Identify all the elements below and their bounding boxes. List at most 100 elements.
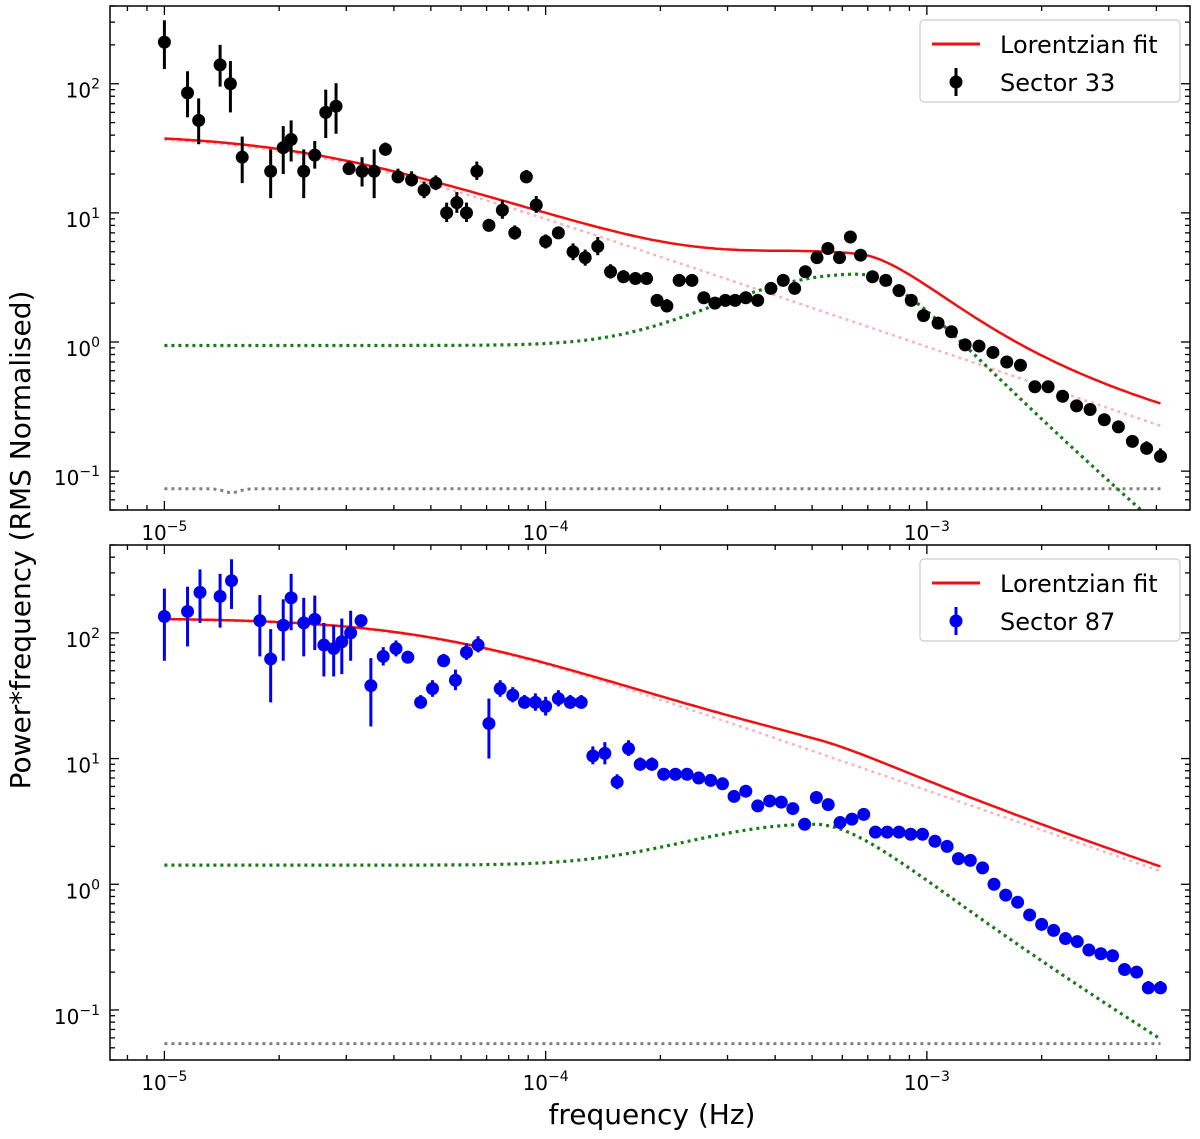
data-point xyxy=(506,688,520,702)
data-point xyxy=(574,695,588,709)
data-point xyxy=(192,113,206,127)
data-point xyxy=(598,746,612,760)
data-point xyxy=(1011,895,1025,909)
x-axis-title: frequency (Hz) xyxy=(549,1098,756,1131)
data-point xyxy=(528,695,542,709)
data-point xyxy=(471,638,485,652)
data-point xyxy=(376,649,390,663)
data-point xyxy=(448,673,462,687)
data-point xyxy=(776,273,790,287)
data-point xyxy=(276,141,290,155)
x-tick-label: 10−4 xyxy=(523,1069,569,1095)
data-point xyxy=(944,325,958,339)
data-point xyxy=(640,272,654,286)
data-point xyxy=(843,230,857,244)
data-point xyxy=(440,206,454,220)
data-point xyxy=(335,635,349,649)
data-point xyxy=(692,771,706,785)
data-point xyxy=(616,270,630,284)
data-point xyxy=(329,99,343,113)
data-point xyxy=(1013,358,1027,372)
data-point xyxy=(751,293,765,307)
data-point xyxy=(917,309,931,323)
data-point xyxy=(517,695,531,709)
data-point xyxy=(657,767,671,781)
data-point xyxy=(739,784,753,798)
data-point xyxy=(551,226,565,240)
data-point xyxy=(566,245,580,259)
data-point xyxy=(628,272,642,286)
data-point xyxy=(650,293,664,307)
data-point xyxy=(774,795,788,809)
data-point xyxy=(940,839,954,853)
data-point xyxy=(798,265,812,279)
data-point xyxy=(389,642,403,656)
y-axis-title: Power*frequency (RMS Normalised) xyxy=(4,291,37,790)
data-point xyxy=(276,618,290,632)
data-point xyxy=(459,206,473,220)
data-point xyxy=(999,888,1013,902)
legend-box xyxy=(919,558,1181,642)
data-point xyxy=(1094,947,1108,961)
data-point xyxy=(342,162,356,176)
noise-floor-curve xyxy=(164,487,1161,495)
data-point xyxy=(821,798,835,812)
data-point xyxy=(739,291,753,305)
data-point xyxy=(958,338,972,352)
data-point xyxy=(1106,949,1120,963)
data-point xyxy=(788,281,802,295)
data-point xyxy=(972,339,986,353)
data-point xyxy=(951,852,965,866)
plot-frame-top xyxy=(109,5,1191,511)
data-point xyxy=(633,757,647,771)
data-point xyxy=(223,77,237,91)
data-point xyxy=(928,834,942,848)
data-point xyxy=(1130,965,1144,979)
legend-top: Lorentzian fit Sector 33 xyxy=(919,19,1181,103)
broadband-lorentzian-curve xyxy=(164,138,1161,427)
data-point xyxy=(1035,917,1049,931)
lorentzian-fit-curve xyxy=(164,617,1161,868)
data-point xyxy=(414,695,428,709)
data-point xyxy=(529,198,543,212)
data-point xyxy=(892,284,906,298)
data-point xyxy=(986,345,1000,359)
data-point xyxy=(225,574,239,588)
data-point xyxy=(308,612,322,626)
data-point xyxy=(1082,943,1096,957)
data-point xyxy=(604,265,618,279)
data-point xyxy=(1070,935,1084,949)
data-point xyxy=(297,164,311,178)
data-point xyxy=(610,775,624,789)
data-point xyxy=(865,270,879,284)
data-point xyxy=(319,105,333,119)
data-point xyxy=(284,133,298,147)
data-point xyxy=(1097,413,1111,427)
data-point xyxy=(364,679,378,693)
data-point xyxy=(493,682,507,696)
data-point xyxy=(591,239,605,253)
data-point xyxy=(437,654,451,668)
legend-data-marker xyxy=(949,614,963,628)
data-point xyxy=(378,142,392,156)
data-point xyxy=(235,150,249,164)
data-point xyxy=(213,589,227,603)
data-point xyxy=(868,825,882,839)
data-point xyxy=(963,853,977,867)
data-point xyxy=(367,164,381,178)
model-curves-bottom xyxy=(164,617,1162,1046)
data-point xyxy=(763,794,777,808)
data-point xyxy=(672,273,686,287)
data-point xyxy=(810,251,824,265)
data-point xyxy=(704,773,718,787)
y-tick-label: 10−1 xyxy=(54,1003,100,1029)
data-point xyxy=(880,825,894,839)
data-point xyxy=(401,650,415,664)
data-point xyxy=(459,645,473,659)
data-point xyxy=(931,316,945,330)
data-point xyxy=(1140,441,1154,455)
data-point xyxy=(1070,399,1084,413)
data-points-bottom xyxy=(157,559,1167,995)
